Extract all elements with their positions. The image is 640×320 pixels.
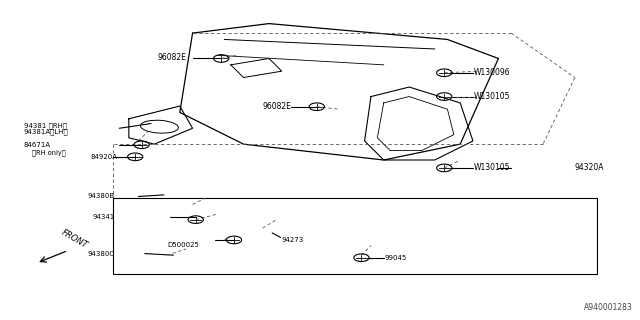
Text: 94381 〈RH〉: 94381 〈RH〉: [24, 123, 67, 129]
Text: 94341: 94341: [93, 214, 115, 220]
Text: FRONT: FRONT: [60, 228, 90, 251]
Text: 94320A: 94320A: [574, 164, 604, 172]
Text: 94380C: 94380C: [88, 251, 115, 257]
Text: W130105: W130105: [474, 92, 511, 101]
Text: D500025: D500025: [167, 242, 199, 248]
Text: 84671A: 84671A: [24, 142, 51, 148]
Text: 84920A: 84920A: [91, 154, 118, 160]
Text: 99045: 99045: [385, 255, 407, 261]
Text: A940001283: A940001283: [584, 303, 632, 312]
Text: 96082E: 96082E: [262, 101, 292, 111]
Text: W130105: W130105: [474, 164, 511, 172]
Text: 94381A〈LH〉: 94381A〈LH〉: [24, 128, 68, 135]
Text: 〈RH only〉: 〈RH only〉: [32, 150, 66, 156]
Text: 94380B: 94380B: [88, 194, 115, 199]
Text: 94273: 94273: [282, 237, 304, 243]
Text: 96082E: 96082E: [157, 53, 186, 62]
Text: W130096: W130096: [474, 68, 511, 77]
